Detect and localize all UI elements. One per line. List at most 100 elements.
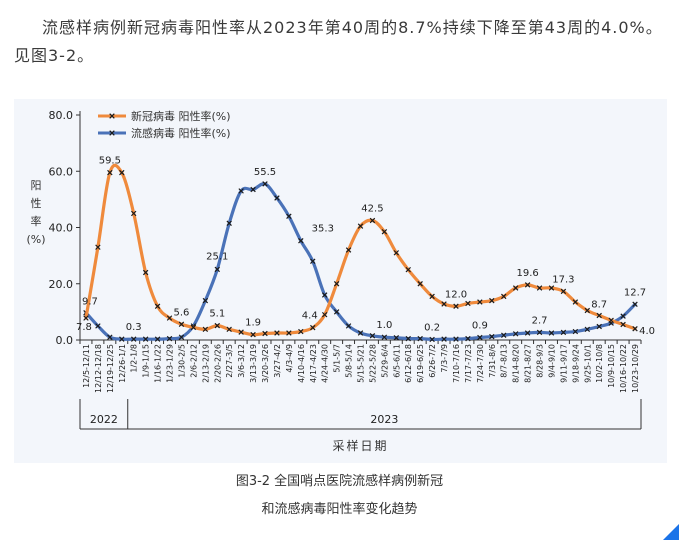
x-tick-label: 5/1-5/7	[333, 344, 342, 373]
series-marker	[286, 213, 292, 219]
series-marker	[501, 293, 507, 300]
series-marker	[130, 336, 137, 342]
series-marker	[178, 334, 185, 340]
data-label: 5.1	[209, 309, 225, 320]
legend-label: 流感病毒 阳性率(%)	[131, 126, 231, 140]
series-marker	[274, 195, 280, 201]
x-tick-label: 6/26-7/2	[428, 344, 437, 378]
series-marker	[536, 329, 543, 336]
series-marker	[584, 307, 591, 314]
x-tick-label: 5/29-6/4	[380, 344, 389, 378]
intro-paragraph: 流感样病例新冠病毒阳性率从2023年第40周的8.7%持续下降至第43周的4.0…	[14, 18, 663, 65]
legend-marker	[109, 130, 115, 136]
y-tick-label: 0.0	[56, 334, 74, 347]
series-marker	[453, 336, 459, 342]
series-marker	[405, 335, 411, 342]
x-tick-label: 1/23-1/29	[166, 344, 175, 383]
series-marker	[166, 335, 173, 342]
y-axis-title-char: 率	[31, 214, 42, 228]
x-tick-label: 9/25-10/1	[583, 344, 592, 383]
x-tick-label: 5/22-5/28	[368, 344, 377, 383]
series-marker	[202, 326, 209, 333]
series-marker	[429, 336, 435, 343]
data-label: 12.7	[624, 287, 646, 298]
series-marker	[465, 335, 471, 342]
series-marker	[536, 285, 543, 291]
series-marker	[417, 281, 423, 287]
data-label: 5.6	[174, 307, 190, 318]
series-marker	[357, 330, 364, 336]
y-axis-title-char: 性	[31, 196, 42, 210]
series-marker	[572, 299, 579, 305]
series-marker	[381, 228, 388, 235]
y-tick-label: 20.0	[49, 278, 74, 291]
series-marker	[393, 250, 400, 256]
series-marker	[345, 323, 352, 329]
series-marker	[501, 332, 507, 338]
series-marker	[166, 315, 173, 321]
series-marker	[548, 330, 555, 336]
x-tick-label: 12/26-1/1	[118, 344, 127, 383]
series-marker	[286, 330, 292, 336]
year-label: 2023	[370, 413, 398, 426]
x-tick-label: 4/3-4/9	[285, 344, 294, 373]
data-label: 4.4	[302, 311, 318, 322]
series-marker	[453, 303, 459, 309]
series-marker	[417, 335, 423, 342]
x-tick-label: 8/7-8/13	[500, 344, 509, 378]
x-tick-label: 12/19-12/25	[106, 344, 115, 393]
data-label: 0.2	[424, 322, 440, 333]
series-marker	[345, 247, 352, 253]
series-marker	[262, 181, 268, 187]
x-tick-label: 1/9-1/15	[142, 344, 151, 378]
x-axis-title: 采样日期	[332, 438, 388, 453]
series-marker	[512, 331, 519, 337]
series-marker	[512, 285, 519, 291]
series-marker	[524, 282, 531, 288]
series-marker	[620, 321, 626, 328]
series-marker	[465, 300, 471, 307]
y-axis-title-char: (%)	[26, 233, 45, 246]
data-label: 19.6	[516, 268, 538, 279]
series-marker	[95, 244, 101, 250]
positivity-line-chart: 0.0 20.0 40.0 60.0 80.0 阳性率 (%) 12/5-12/11 12/12…	[26, 109, 655, 453]
data-label: 25.1	[206, 251, 228, 262]
x-tick-label: 3/13-3/19	[249, 344, 258, 383]
x-tick-label: 7/17-7/23	[464, 344, 473, 383]
y-tick-label: 60.0	[49, 165, 74, 178]
data-label: 12.0	[445, 289, 467, 300]
series-marker	[524, 330, 531, 336]
x-tick-label: 9/4-9/10	[547, 344, 556, 378]
x-tick-label: 1/16-1/22	[154, 344, 163, 383]
series-marker	[214, 266, 220, 273]
x-tick-label: 6/12-6/18	[404, 344, 413, 383]
x-tick-label: 7/10-7/16	[452, 344, 461, 383]
x-tick-label: 9/11-9/17	[559, 344, 568, 383]
data-label: 1.0	[376, 320, 392, 331]
data-label: 2.7	[532, 315, 548, 326]
series-marker	[142, 336, 149, 342]
series-marker	[393, 335, 400, 341]
series-marker	[489, 333, 495, 340]
x-tick-label: 10/16-10/22	[619, 344, 628, 393]
chart-panel: 0.0 20.0 40.0 60.0 80.0 阳性率 (%) 12/5-12/11 12/12…	[14, 99, 667, 463]
x-tick-label: 12/12-12/18	[94, 344, 103, 393]
x-tick-label: 1/2-1/8	[130, 344, 139, 373]
x-tick-label: 3/6-3/12	[237, 344, 246, 378]
series-marker	[154, 303, 161, 309]
series-marker	[596, 323, 602, 330]
data-label: 59.5	[99, 156, 121, 167]
series-marker	[429, 293, 435, 300]
series-marker	[632, 301, 638, 308]
x-tick-label: 3/27-4/2	[273, 344, 282, 378]
data-label: 9.7	[82, 297, 98, 308]
series-marker	[620, 313, 626, 319]
x-tick-label: 2/13-2/19	[201, 344, 210, 383]
figure-caption-line1: 图3-2 全国哨点医院流感样病例新冠	[235, 474, 444, 489]
data-label: 0.3	[126, 322, 142, 333]
series-marker	[477, 334, 483, 341]
series-marker	[214, 322, 220, 329]
x-tick-label: 10/23-10/29	[631, 344, 640, 393]
series-marker	[178, 321, 185, 327]
figure-caption-line2: 和流感病毒阳性率变化趋势	[261, 502, 418, 517]
